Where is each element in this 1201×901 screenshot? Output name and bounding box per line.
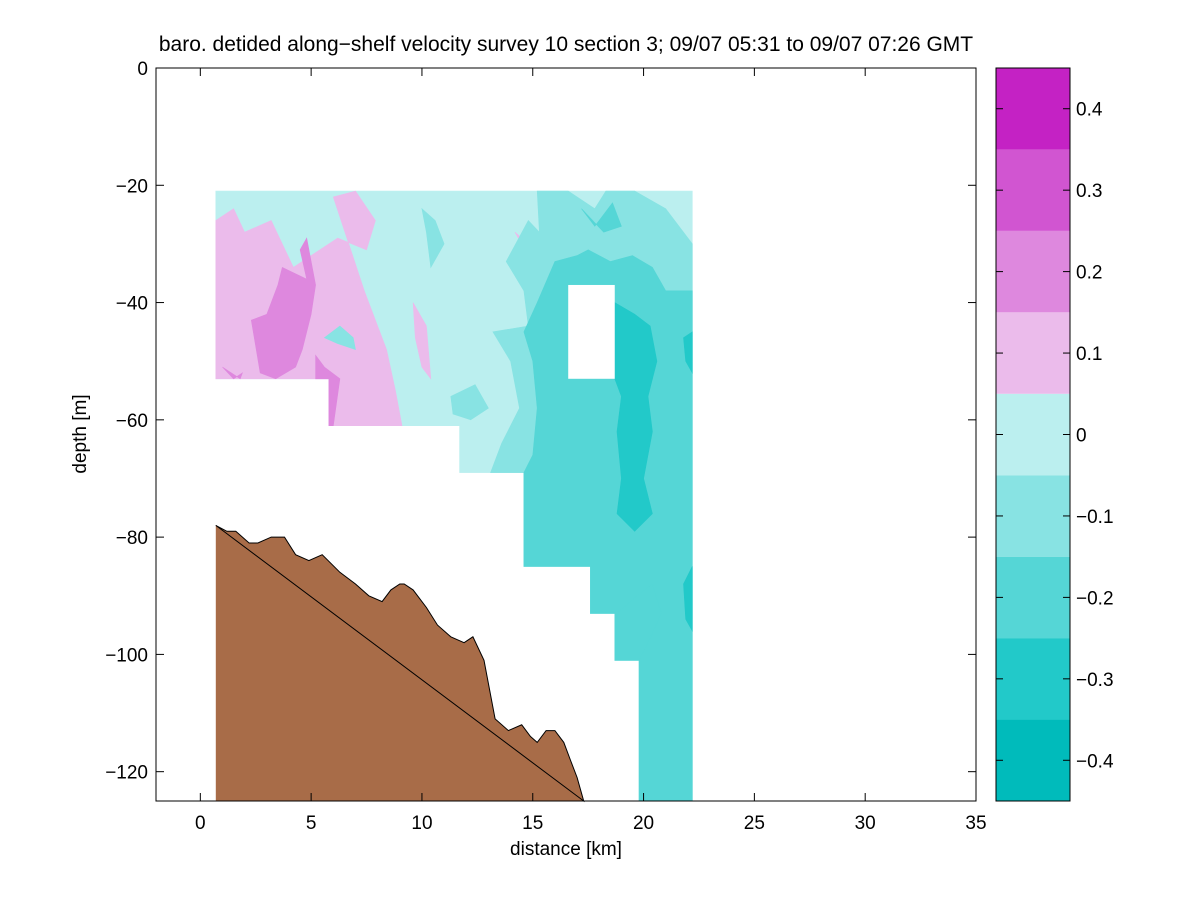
colorbar-tick-label: 0.2	[1076, 263, 1102, 284]
y-tick-label: −60	[116, 411, 148, 432]
colorbar-band	[996, 230, 1070, 313]
colorbar-band	[996, 393, 1070, 476]
colorbar-tick-label: 0.3	[1076, 181, 1102, 202]
x-tick-label: 20	[633, 813, 654, 834]
y-axis-ticks: 0 −20 −40 −60 −80 −100 −120	[105, 59, 976, 784]
x-tick-label: 0	[195, 813, 206, 834]
plot-frame	[155, 67, 977, 802]
colorbar-tick-label: −0.4	[1076, 751, 1114, 772]
colorbar-tick-label: −0.2	[1076, 588, 1114, 609]
colorbar-ticks: 0.4 0.3 0.2 0.1 0 −0.1 −0.2 −0.3 −0.4	[996, 100, 1114, 772]
contour-region-16	[683, 566, 693, 633]
contour-region-8	[421, 207, 445, 269]
colorbar-tick-label: 0.1	[1076, 344, 1102, 365]
contour-layer	[215, 190, 693, 802]
x-tick-label: 15	[522, 813, 543, 834]
plot-area: 0 5 10 15 20 25 30 35 0 −20 −40 −60 −80 −100 −120	[105, 59, 986, 834]
contour-region-5	[222, 366, 244, 380]
seafloor-outline	[215, 524, 585, 803]
y-axis-title: depth [m]	[70, 394, 91, 473]
colorbar-band	[996, 149, 1070, 231]
x-axis-title: distance [km]	[510, 839, 622, 860]
contour-region-12	[581, 202, 622, 233]
y-tick-label: −40	[116, 294, 148, 315]
colorbar: 0.4 0.3 0.2 0.1 0 −0.1 −0.2 −0.3 −0.4	[995, 67, 1114, 802]
contour-region-6	[315, 354, 341, 427]
colorbar-tick-label: −0.1	[1076, 507, 1114, 528]
contour-region-2	[412, 302, 432, 380]
colorbar-tick-label: −0.3	[1076, 670, 1114, 691]
chart-title: baro. detided along−shelf velocity surve…	[159, 33, 973, 56]
x-tick-label: 35	[965, 813, 986, 834]
colorbar-bands	[996, 68, 1070, 801]
x-tick-label: 25	[744, 813, 765, 834]
y-tick-label: −80	[116, 528, 148, 549]
contour-region-14	[614, 583, 662, 661]
contour-region-9	[450, 384, 489, 421]
y-tick-label: 0	[137, 59, 148, 80]
colorbar-band	[996, 475, 1070, 557]
contour-region-13	[614, 302, 658, 532]
y-tick-label: −120	[105, 763, 148, 784]
contour-region-10	[323, 325, 356, 350]
x-axis-ticks: 0 5 10 15 20 25 30 35	[195, 68, 987, 834]
y-tick-label: −100	[105, 645, 148, 666]
contour-region-4	[250, 237, 316, 380]
y-tick-label: −20	[116, 176, 148, 197]
seafloor-layer	[215, 524, 585, 803]
colorbar-tick-label: 0.4	[1076, 100, 1103, 121]
contour-region-15	[683, 331, 693, 375]
colorbar-band	[996, 719, 1070, 801]
x-tick-label: 30	[855, 813, 876, 834]
no-data-mask	[568, 284, 615, 379]
colorbar-tick-label: 0	[1076, 426, 1087, 447]
colorbar-band	[996, 638, 1070, 720]
colorbar-band	[996, 68, 1070, 150]
x-tick-label: 10	[411, 813, 432, 834]
colorbar-band	[996, 312, 1070, 394]
x-tick-label: 5	[306, 813, 317, 834]
colorbar-band	[996, 556, 1070, 639]
